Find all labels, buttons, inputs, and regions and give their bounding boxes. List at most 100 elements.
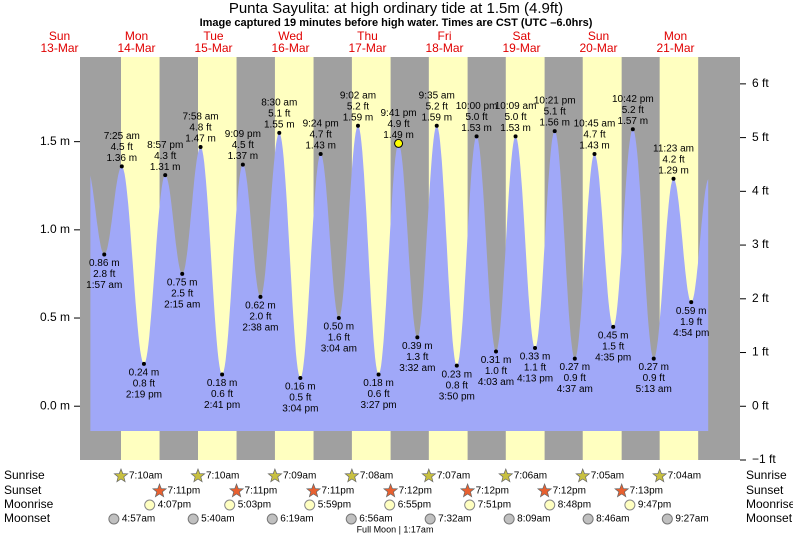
tide-time: 4:54 pm [673,328,709,339]
tide-feet: 4.2 ft [662,154,684,165]
low-tide-point [258,294,263,299]
sun-icon [421,468,437,483]
day-name: Mon [664,29,687,43]
tide-feet: 5.1 ft [544,107,566,118]
sun-icon [498,468,514,483]
sun-icon [113,468,129,483]
tide-feet: 0.8 ft [446,380,468,391]
tide-feet: 4.3 ft [154,151,176,162]
high-tide-point [163,173,168,178]
sunset-time: 7:11pm [168,486,201,497]
tide-feet: 2.0 ft [249,312,271,323]
tide-time: 1:57 am [86,280,122,291]
tide-time: 10:09 am [495,101,537,112]
low-tide-point [220,372,225,377]
tide-time: 3:27 pm [360,400,396,411]
tide-meters: 0.31 m [481,355,512,366]
row-label: Moonrise [4,497,54,511]
tide-meters: 1.55 m [264,119,295,130]
tide-meters: 0.45 m [598,330,629,341]
day-name: Sat [512,29,531,43]
sun-icon [305,483,322,498]
y2-tick-label: 2 ft [752,291,769,305]
low-tide-point [141,361,146,366]
sunrise-time: 7:04am [668,471,701,482]
high-tide-point [355,123,360,128]
sunset-time: 7:13pm [630,486,663,497]
high-tide-point [240,162,245,167]
tide-time: 3:32 am [399,363,435,374]
tide-feet: 0.9 ft [564,373,586,384]
tide-time: 7:25 am [104,131,140,142]
moonset-time: 6:19am [280,514,313,525]
low-tide-point [415,335,420,340]
sunrise-time: 7:08am [360,471,393,482]
tide-feet: 4.9 ft [387,119,409,130]
tide-time: 9:02 am [340,90,376,101]
day-date: 13-Mar [40,41,78,55]
sun-icon [267,468,283,483]
tide-feet: 1.9 ft [680,317,702,328]
moonrise-icon [304,499,316,511]
moon-phase: Full Moon | 1:17am [357,524,434,534]
chart-title: Punta Sayulita: at high ordinary tide at… [229,0,563,17]
tide-time: 2:15 am [164,300,200,311]
sunrise-time: 7:09am [283,471,316,482]
day-name: Fri [438,29,452,43]
tide-time: 10:00 pm [456,101,498,112]
sun-icon [536,483,553,498]
tide-meters: 1.31 m [150,162,181,173]
tide-feet: 5.2 ft [622,105,644,116]
low-tide-point [689,300,694,305]
tide-time: 2:38 am [242,323,278,334]
y2-tick-label: 6 ft [752,76,769,90]
day-date: 14-Mar [117,41,155,55]
low-tide-point [180,271,185,276]
moonrise-time: 6:55pm [398,500,431,511]
low-tide-point [651,356,656,361]
y-tick-label: 0.5 m [40,310,70,324]
row-label: Moonrise [746,497,793,511]
sun-icon [614,483,630,498]
y2-tick-label: 5 ft [752,130,769,144]
moonset-icon [266,513,278,525]
tide-feet: 2.5 ft [171,289,193,300]
tide-meters: 0.16 m [285,382,316,393]
moonrise-icon [544,499,556,511]
tide-meters: 1.57 m [618,116,649,127]
high-tide-point [592,152,597,157]
tide-feet: 4.7 ft [310,130,332,141]
moonset-time: 7:32am [438,514,471,525]
row-label: Moonset [746,511,793,525]
high-tide-point [434,123,439,128]
tide-feet: 5.2 ft [347,101,369,112]
tide-meters: 1.53 m [461,123,492,134]
sunset-time: 7:12pm [476,486,509,497]
high-tide-point [630,127,635,132]
tide-area [90,125,709,432]
tide-time: 3:04 pm [282,404,318,415]
day-date: 19-Mar [502,41,540,55]
low-tide-point [376,372,381,377]
tide-time: 11:23 am [653,143,694,154]
day-name: Sun [49,29,70,43]
sun-icon [575,468,591,483]
moonrise-time: 5:03pm [238,500,271,511]
high-tide-point [513,134,518,139]
high-tide-point [671,176,676,181]
moonset-icon [108,513,120,525]
sun-icon [228,483,245,498]
tide-time: 4:35 pm [595,352,631,363]
moonset-time: 5:40am [201,514,234,525]
moonset-time: 9:27am [675,514,708,525]
tide-meters: 0.59 m [676,306,707,317]
tide-feet: 4.8 ft [189,123,211,134]
sun-icon [382,483,399,498]
tide-meters: 1.29 m [658,165,689,176]
tide-feet: 5.0 ft [465,112,487,123]
tide-time: 10:21 pm [534,96,576,107]
tide-meters: 0.33 m [520,352,551,363]
tide-time: 2:41 pm [204,400,240,411]
tide-feet: 1.3 ft [406,352,428,363]
